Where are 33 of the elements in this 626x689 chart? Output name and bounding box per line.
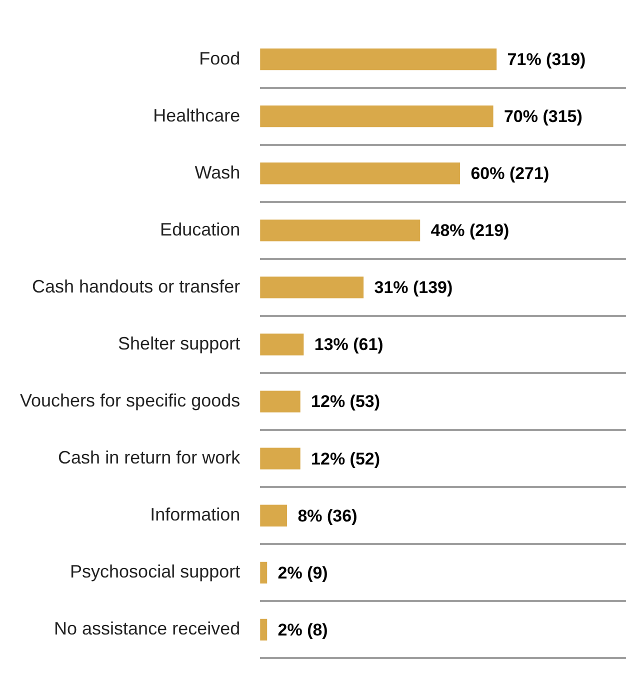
y-tick-label: Cash in return for work (58, 448, 242, 468)
data-label: 12% (52) (311, 449, 380, 468)
bar (260, 162, 460, 184)
y-tick-label: Food (199, 48, 240, 68)
y-tick-label: Information (150, 504, 240, 525)
data-label: 8% (36) (298, 506, 358, 526)
data-label: 2% (8) (278, 620, 328, 640)
bar (260, 220, 420, 242)
data-label: 31% (139) (374, 278, 453, 298)
bar (260, 504, 288, 526)
data-label: 2% (9) (278, 563, 328, 582)
y-tick-label: Vouchers for specific goods (20, 390, 240, 411)
data-label: 48% (219) (430, 221, 510, 240)
bar (260, 448, 300, 470)
bar (260, 48, 497, 70)
y-tick-label: Cash handouts or transfer (32, 276, 240, 296)
data-label: 60% (271) (470, 164, 550, 184)
bar (260, 106, 494, 128)
y-tick-label: No assistance received (54, 618, 240, 639)
bar (260, 334, 304, 356)
data-label: 12% (53) (311, 392, 380, 412)
bar (260, 562, 268, 584)
y-tick-label: Healthcare (153, 105, 240, 126)
bar (260, 276, 364, 298)
y-tick-label: Education (160, 219, 240, 240)
y-tick-label: Wash (194, 162, 240, 182)
data-label: 70% (315) (504, 107, 582, 126)
y-tick-label: Psychosocial support (70, 562, 240, 582)
bar (260, 390, 300, 412)
data-label: 71% (319) (507, 50, 586, 70)
bar (260, 618, 268, 641)
data-label: 13% (61) (314, 335, 384, 354)
y-tick-label: Shelter support (118, 333, 240, 354)
